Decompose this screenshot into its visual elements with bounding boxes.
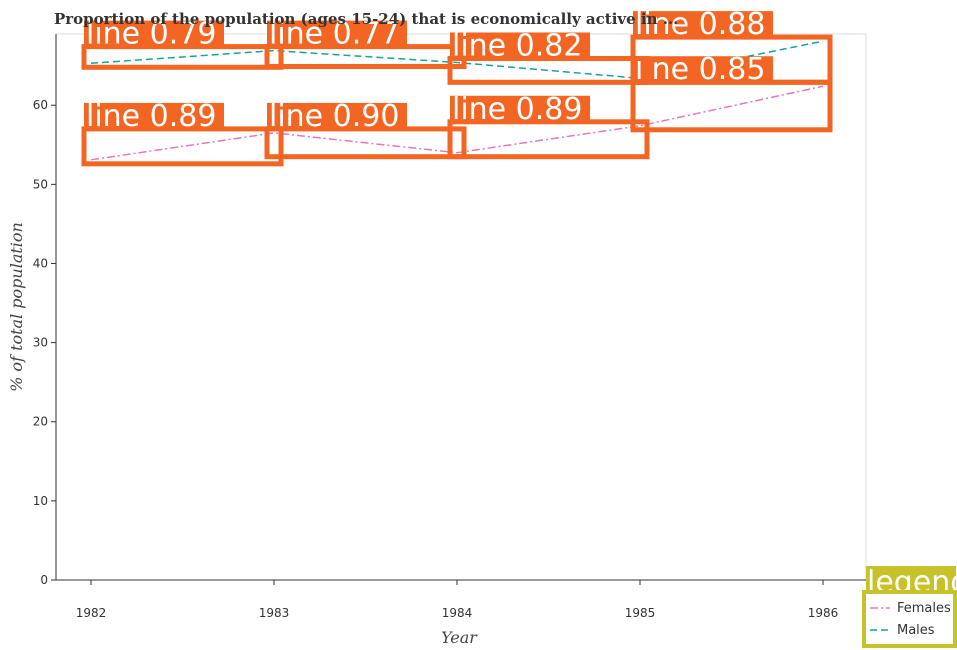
legend-label-males: Males — [897, 623, 935, 638]
detection-label: line 0.90 — [269, 99, 399, 134]
detection-annotation: line 0.82 — [447, 28, 650, 85]
detection-label: line 0.88 — [635, 7, 765, 42]
series-layer — [90, 40, 824, 161]
y-tick-label: 20 — [33, 415, 48, 429]
detection-label: line 0.82 — [452, 28, 582, 63]
detection-label: line 0.79 — [86, 17, 216, 52]
x-tick-label: 1983 — [259, 606, 290, 620]
y-tick-label: 60 — [33, 98, 48, 112]
legend-label-females: Females — [897, 601, 951, 616]
x-tick-label: 1985 — [625, 606, 656, 620]
detection-label: line 0.89 — [86, 99, 216, 134]
series-line-females — [90, 85, 824, 161]
y-axis: 0 10 20 30 40 50 60 — [33, 34, 57, 587]
detection-label: line 0.77 — [269, 17, 399, 52]
detection-label-background — [450, 95, 590, 122]
x-tick-label: 1986 — [808, 606, 839, 620]
detection-label-background — [633, 11, 773, 38]
chart-title: Proportion of the population (ages 15-24… — [54, 10, 678, 28]
detection-annotation: line 0.77 — [264, 17, 467, 69]
detection-label-background — [450, 32, 590, 59]
x-axis: 1982 1983 1984 1985 1986 — [56, 579, 866, 620]
series-line-males — [90, 40, 824, 80]
y-axis-label: % of total population — [7, 222, 26, 392]
y-tick-label: 40 — [33, 256, 48, 270]
detection-label-background — [84, 20, 224, 47]
detection-label: line 0.89 — [452, 92, 582, 127]
x-tick-label: 1984 — [442, 606, 473, 620]
detection-label-background — [84, 102, 224, 129]
y-tick-label: 30 — [33, 336, 48, 350]
detection-annotation: line 0.89 — [81, 99, 284, 167]
y-tick-label: 50 — [33, 177, 48, 191]
detection-annotation: line 0.79 — [81, 17, 284, 70]
x-tick-label: 1982 — [76, 606, 107, 620]
detection-label-background — [267, 102, 407, 129]
y-tick-label: 10 — [33, 494, 48, 508]
detection-label-background — [267, 20, 407, 47]
y-tick-label: 0 — [40, 573, 48, 587]
detection-annotation: line 0.88 — [630, 7, 833, 85]
legend-items: Females Males — [870, 601, 951, 638]
legend-box — [862, 590, 957, 648]
x-axis-label: Year — [441, 628, 478, 647]
detection-annotation: line 0.90 — [264, 99, 467, 160]
detection-annotation: line 0.89 — [447, 92, 650, 160]
detection-label-background — [633, 56, 773, 83]
